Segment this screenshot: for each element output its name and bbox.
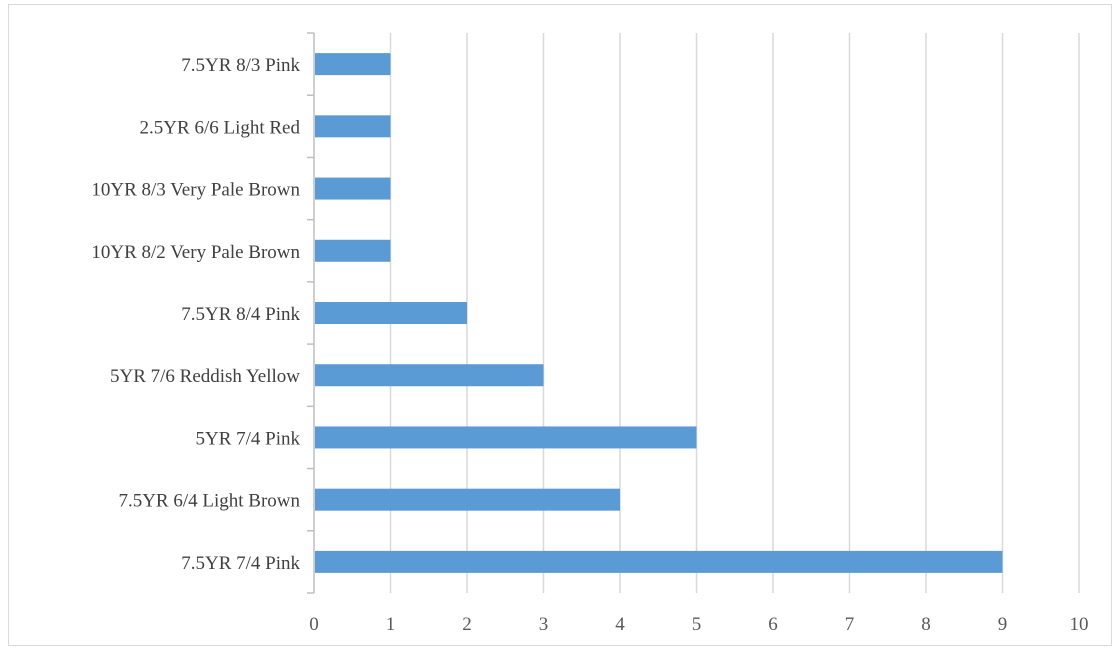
bar	[315, 302, 467, 324]
bar-chart: 7.5YR 8/3 Pink 2.5YR 6/6 Light Red 10YR 8/…	[91, 32, 1089, 635]
x-tick-label: 5	[692, 614, 702, 635]
category-label: 2.5YR 6/6 Light Red	[140, 117, 301, 138]
bar	[315, 53, 391, 76]
x-tick-label: 6	[768, 614, 778, 635]
category-label: 5YR 7/4 Pink	[195, 428, 300, 449]
x-tick-label: 9	[998, 614, 1008, 635]
x-tick-label: 0	[309, 614, 319, 635]
x-tick-label: 1	[386, 614, 396, 635]
category-label: 7.5YR 8/3 Pink	[181, 55, 300, 76]
category-label: 7.5YR 7/4 Pink	[181, 553, 300, 574]
bar	[315, 426, 697, 449]
x-tick-label: 3	[539, 614, 549, 635]
bar	[315, 488, 620, 511]
x-tick-label: 4	[615, 614, 625, 635]
x-tick-labels: 0 1 2 3 4 5 6 7 8 9 10	[309, 614, 1088, 635]
bar	[315, 115, 391, 138]
bar	[315, 550, 1003, 573]
category-label: 7.5YR 6/4 Light Brown	[118, 491, 300, 512]
bar	[315, 177, 391, 200]
chart-frame: 7.5YR 8/3 Pink 2.5YR 6/6 Light Red 10YR 8/…	[8, 4, 1112, 646]
x-tick-label: 10	[1070, 614, 1089, 635]
category-label: 7.5YR 8/4 Pink	[181, 304, 300, 325]
x-tick-label: 7	[845, 614, 855, 635]
category-labels: 7.5YR 8/3 Pink 2.5YR 6/6 Light Red 10YR 8/…	[91, 55, 300, 574]
x-tick-label: 2	[462, 614, 472, 635]
bar	[315, 239, 391, 262]
bar	[315, 364, 544, 387]
category-label: 10YR 8/2 Very Pale Brown	[91, 242, 300, 263]
bars	[315, 53, 1003, 573]
category-label: 5YR 7/6 Reddish Yellow	[110, 366, 300, 387]
x-tick-label: 8	[921, 614, 931, 635]
category-label: 10YR 8/3 Very Pale Brown	[91, 180, 300, 201]
axes	[307, 32, 315, 594]
gridlines	[389, 33, 1080, 593]
